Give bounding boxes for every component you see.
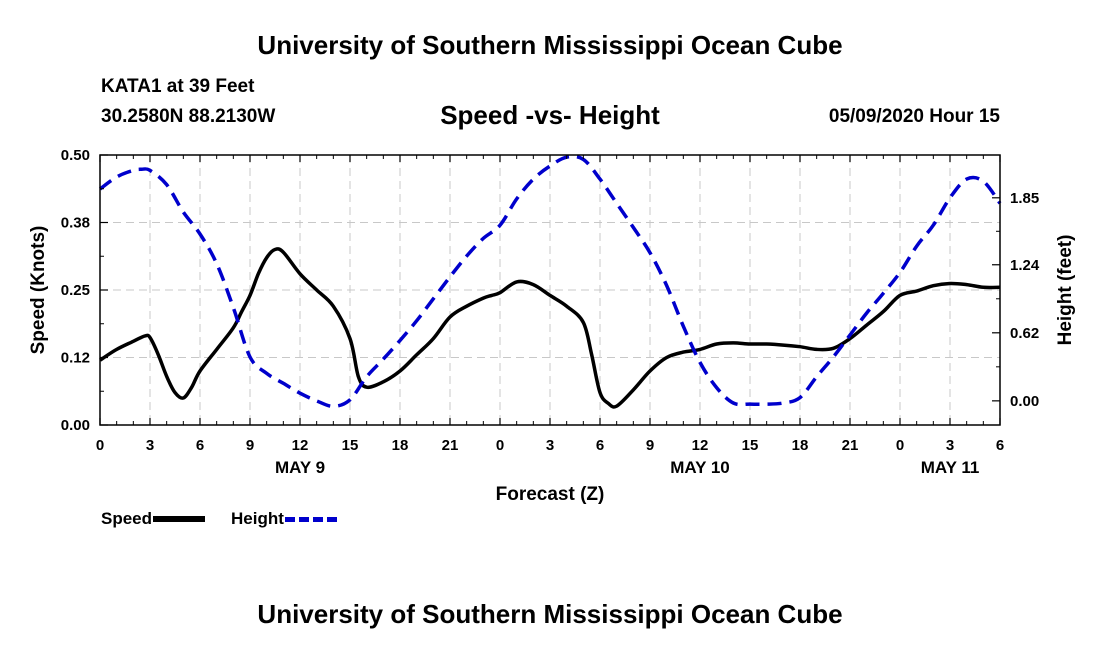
x-tick-label: 12 bbox=[292, 437, 309, 454]
x-tick-label: 18 bbox=[392, 437, 409, 454]
page-title: University of Southern Mississippi Ocean… bbox=[257, 30, 843, 60]
x-tick-label: 3 bbox=[146, 437, 154, 454]
x-tick-label: 0 bbox=[496, 437, 504, 454]
x-tick-label: 21 bbox=[442, 437, 459, 454]
x-tick-label: 15 bbox=[742, 437, 759, 454]
x-tick-label: 18 bbox=[792, 437, 809, 454]
x-tick-label: 9 bbox=[646, 437, 654, 454]
x-axis-label: Forecast (Z) bbox=[496, 484, 605, 505]
x-tick-label: 3 bbox=[946, 437, 954, 454]
date-label: 05/09/2020 Hour 15 bbox=[828, 106, 1000, 127]
y2-tick-label: 1.24 bbox=[1010, 257, 1040, 274]
x-tick-label: 0 bbox=[96, 437, 104, 454]
grid-layer bbox=[100, 155, 1000, 425]
y-tick-label: 0.00 bbox=[61, 417, 90, 434]
x-tick-label: 6 bbox=[596, 437, 604, 454]
y2-axis-label: Height (feet) bbox=[1055, 235, 1076, 346]
y-tick-label: 0.25 bbox=[61, 282, 90, 299]
y2-tick-label: 1.85 bbox=[1010, 190, 1039, 207]
x-tick-label: 21 bbox=[842, 437, 859, 454]
y-tick-label: 0.50 bbox=[61, 147, 90, 164]
series-line-height bbox=[98, 154, 1002, 409]
day-label: MAY 9 bbox=[275, 458, 325, 477]
legend-height-swatch bbox=[284, 516, 337, 522]
y-axis-label: Speed (Knots) bbox=[28, 226, 49, 355]
day-label: MAY 11 bbox=[921, 458, 980, 477]
x-tick-label: 6 bbox=[196, 437, 204, 454]
y2-tick-label: 0.62 bbox=[1010, 325, 1039, 342]
y-tick-label: 0.12 bbox=[61, 350, 90, 367]
x-tick-label: 15 bbox=[342, 437, 359, 454]
x-tick-label: 12 bbox=[692, 437, 709, 454]
series-line-speed bbox=[99, 247, 1001, 409]
legend-height: Height bbox=[231, 509, 337, 529]
coordinates-label: 30.2580N 88.2130W bbox=[101, 106, 276, 127]
legend-speed: Speed bbox=[101, 509, 206, 529]
series-layer bbox=[98, 154, 1002, 409]
x-tick-label: 0 bbox=[896, 437, 904, 454]
x-tick-label: 6 bbox=[996, 437, 1004, 454]
y-tick-label: 0.38 bbox=[61, 215, 90, 232]
legend-height-label: Height bbox=[231, 509, 284, 528]
station-label: KATA1 at 39 Feet bbox=[101, 76, 255, 97]
legend-speed-swatch bbox=[153, 516, 206, 522]
axis-layer: 0 3 6 9 12 15 18 21 0 3 6 9 12 15 18 21 0 3 6 0.00 0.12 0.25 0… bbox=[61, 147, 1040, 477]
chart-title: Speed -vs- Height bbox=[440, 100, 660, 130]
x-tick-label: 9 bbox=[246, 437, 254, 454]
legend-speed-label: Speed bbox=[101, 509, 153, 528]
x-tick-label: 3 bbox=[546, 437, 554, 454]
y2-tick-label: 0.00 bbox=[1010, 393, 1039, 410]
footer-title: University of Southern Mississippi Ocean… bbox=[257, 599, 843, 629]
day-label: MAY 10 bbox=[670, 458, 730, 477]
